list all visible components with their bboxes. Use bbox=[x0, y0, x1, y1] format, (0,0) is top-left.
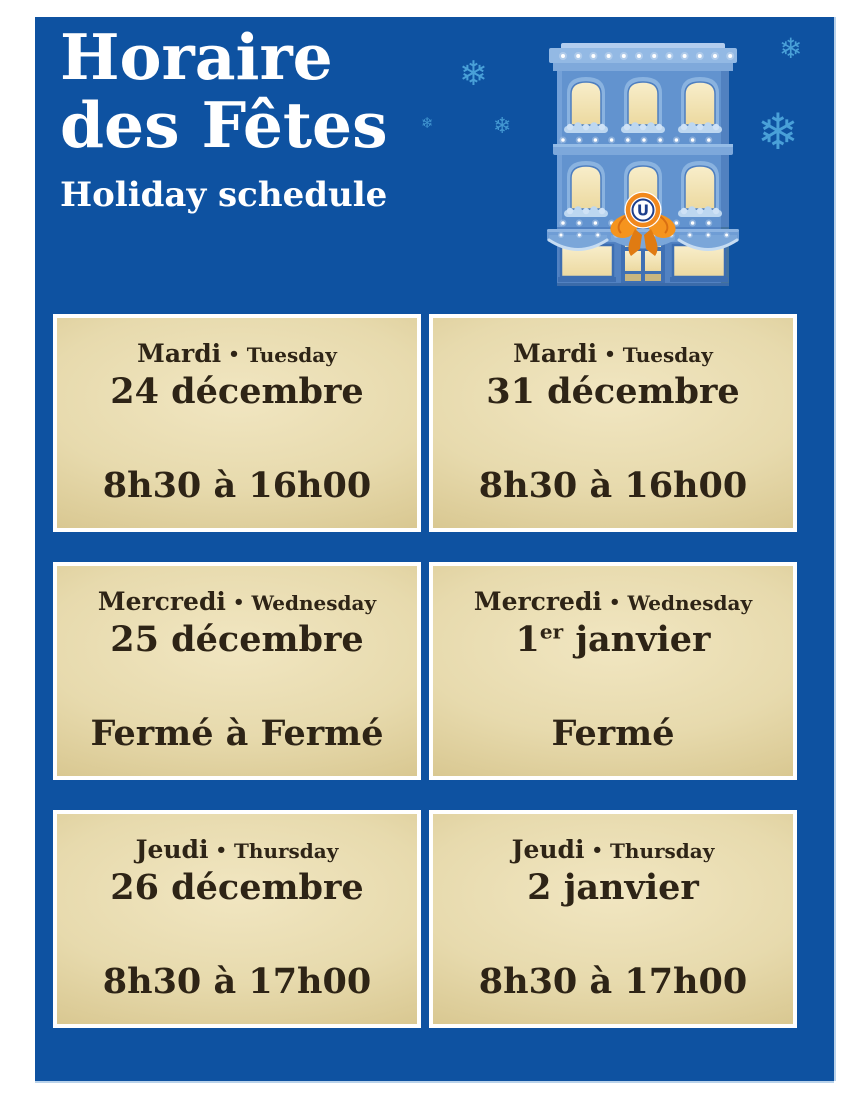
day-en: Thursday bbox=[610, 839, 715, 863]
day-fr: Jeudi bbox=[135, 835, 209, 864]
u-logo-badge: U bbox=[624, 191, 662, 229]
card-hours: Fermé bbox=[551, 713, 675, 754]
poster-title-line2: des Fêtes bbox=[60, 88, 388, 162]
day-fr: Jeudi bbox=[511, 835, 585, 864]
day-fr: Mercredi bbox=[473, 587, 602, 616]
bullet-separator: • bbox=[591, 840, 604, 861]
card-hours: 8h30 à 17h00 bbox=[478, 961, 748, 1002]
card-hours: 8h30 à 16h00 bbox=[102, 465, 372, 506]
holiday-poster: Horaire des Fêtes Holiday schedule ❄ ❄ ❄… bbox=[35, 17, 834, 1081]
bullet-separator: • bbox=[232, 592, 245, 613]
day-fr: Mardi bbox=[137, 339, 222, 368]
card-hours: 8h30 à 17h00 bbox=[102, 961, 372, 1002]
card-day-line: Mardi • Tuesday bbox=[513, 339, 713, 370]
u-logo-letter: U bbox=[637, 202, 649, 220]
snowflake-icon: ❄ bbox=[459, 54, 488, 94]
card-date: 31 décembre bbox=[486, 371, 740, 412]
day-en: Thursday bbox=[234, 839, 339, 863]
card-date: 1er janvier bbox=[515, 619, 711, 660]
poster-title-line1: Horaire bbox=[60, 20, 333, 94]
schedule-card-dec25: Mercredi • Wednesday 25 décembre Fermé à F… bbox=[53, 562, 421, 780]
day-en: Tuesday bbox=[622, 343, 713, 367]
schedule-card-dec26: Jeudi • Thursday 26 décembre 8h30 à 17h00 bbox=[53, 810, 421, 1028]
snowflake-icon: ❄ bbox=[779, 32, 803, 65]
day-en: Wednesday bbox=[627, 591, 753, 615]
roof-cornice bbox=[549, 43, 737, 71]
schedule-grid: Mardi • Tuesday 24 décembre 8h30 à 16h00 M… bbox=[53, 314, 797, 1028]
schedule-card-dec31: Mardi • Tuesday 31 décembre 8h30 à 16h00 bbox=[429, 314, 797, 532]
bullet-separator: • bbox=[228, 344, 240, 365]
snowflake-icon: ❄ bbox=[493, 114, 512, 139]
card-day-line: Mercredi • Wednesday bbox=[474, 587, 752, 618]
poster-header: Horaire des Fêtes Holiday schedule bbox=[60, 23, 388, 215]
card-day-line: Jeudi • Thursday bbox=[512, 835, 715, 866]
storefront-illustration: U bbox=[547, 43, 739, 286]
card-day-line: Mardi • Tuesday bbox=[137, 339, 337, 370]
card-day-line: Jeudi • Thursday bbox=[136, 835, 339, 866]
snowflake-icon: ❄ bbox=[421, 114, 434, 132]
card-date: 26 décembre bbox=[110, 867, 364, 908]
card-day-line: Mercredi • Wednesday bbox=[98, 587, 376, 618]
card-date: 2 janvier bbox=[527, 867, 699, 908]
card-date: 25 décembre bbox=[110, 619, 364, 660]
day-fr: Mardi bbox=[513, 339, 598, 368]
day-en: Tuesday bbox=[246, 343, 337, 367]
bullet-separator: • bbox=[604, 344, 616, 365]
day-fr: Mercredi bbox=[97, 587, 226, 616]
schedule-card-jan1: Mercredi • Wednesday 1er janvier Fermé bbox=[429, 562, 797, 780]
schedule-card-dec24: Mardi • Tuesday 24 décembre 8h30 à 16h00 bbox=[53, 314, 421, 532]
card-hours: 8h30 à 16h00 bbox=[478, 465, 748, 506]
schedule-card-jan2: Jeudi • Thursday 2 janvier 8h30 à 17h00 bbox=[429, 810, 797, 1028]
card-date: 24 décembre bbox=[110, 371, 364, 412]
bullet-separator: • bbox=[608, 592, 621, 613]
bullet-separator: • bbox=[215, 840, 228, 861]
snowflake-icon: ❄ bbox=[757, 103, 799, 161]
awning-garland bbox=[547, 229, 739, 251]
poster-subtitle: Holiday schedule bbox=[60, 175, 388, 215]
card-hours: Fermé à Fermé bbox=[90, 713, 384, 754]
day-en: Wednesday bbox=[251, 591, 377, 615]
